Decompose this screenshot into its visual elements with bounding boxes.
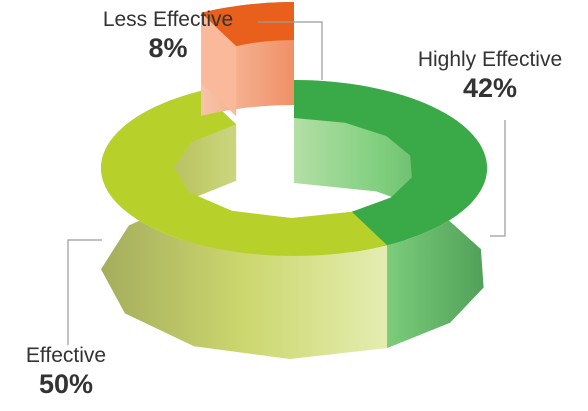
label-effective: Effective 50% (8, 344, 124, 400)
slice-cut-face-less-effective (201, 12, 237, 117)
slice-label-value: 50% (38, 369, 94, 399)
slice-label-value: 8% (148, 33, 188, 63)
label-less-effective: Less Effective 8% (88, 8, 248, 64)
slice-label-name: Less Effective (102, 8, 234, 31)
slice-label-name: Effective (25, 344, 107, 367)
leader-lines (67, 21, 506, 345)
label-highly-effective: Highly Effective 42% (400, 48, 580, 104)
slice-label-value: 42% (462, 73, 518, 103)
slice-effective (101, 90, 387, 257)
slice-label-name: Highly Effective (417, 48, 563, 71)
slice-highly-effective (294, 80, 487, 246)
slice-less-effective (201, 2, 294, 47)
